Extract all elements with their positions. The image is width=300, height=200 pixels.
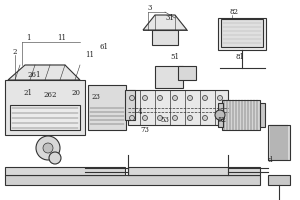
Text: 11: 11	[85, 51, 94, 59]
FancyBboxPatch shape	[218, 18, 266, 50]
Text: 4: 4	[138, 108, 142, 116]
FancyBboxPatch shape	[88, 85, 126, 130]
Text: 20: 20	[71, 89, 80, 97]
Text: 1: 1	[26, 34, 30, 42]
Text: 81: 81	[236, 53, 244, 61]
Circle shape	[36, 136, 60, 160]
FancyBboxPatch shape	[268, 175, 290, 185]
FancyBboxPatch shape	[155, 66, 183, 88]
FancyBboxPatch shape	[152, 30, 178, 45]
FancyBboxPatch shape	[221, 19, 263, 47]
Text: 73: 73	[141, 126, 149, 134]
FancyBboxPatch shape	[5, 175, 260, 185]
Text: 2: 2	[13, 48, 17, 56]
Polygon shape	[143, 15, 187, 30]
Circle shape	[130, 116, 134, 120]
Circle shape	[172, 116, 178, 120]
Text: 82: 82	[230, 8, 238, 16]
Circle shape	[188, 96, 193, 100]
FancyBboxPatch shape	[178, 66, 196, 80]
Text: 261: 261	[27, 71, 41, 79]
FancyBboxPatch shape	[5, 80, 85, 135]
Text: 53: 53	[160, 116, 169, 124]
Circle shape	[49, 152, 61, 164]
FancyBboxPatch shape	[128, 90, 228, 125]
Circle shape	[172, 96, 178, 100]
Circle shape	[202, 116, 208, 120]
Circle shape	[130, 96, 134, 100]
Text: 52: 52	[218, 116, 226, 124]
Text: 11: 11	[58, 34, 67, 42]
Circle shape	[43, 143, 53, 153]
FancyBboxPatch shape	[128, 167, 260, 175]
Circle shape	[142, 116, 148, 120]
FancyBboxPatch shape	[5, 167, 125, 175]
Circle shape	[158, 96, 163, 100]
Text: 51: 51	[170, 53, 179, 61]
FancyBboxPatch shape	[218, 103, 223, 127]
FancyBboxPatch shape	[260, 103, 265, 127]
FancyBboxPatch shape	[10, 105, 80, 130]
Circle shape	[158, 116, 163, 120]
FancyBboxPatch shape	[268, 125, 290, 160]
FancyBboxPatch shape	[222, 100, 260, 130]
Circle shape	[215, 110, 225, 120]
Polygon shape	[8, 65, 80, 80]
Text: 21: 21	[23, 89, 32, 97]
Text: 31: 31	[166, 14, 174, 22]
Circle shape	[218, 96, 223, 100]
Text: 61: 61	[100, 43, 109, 51]
Text: 3: 3	[148, 4, 152, 12]
Text: d: d	[268, 156, 272, 164]
Text: 262: 262	[43, 91, 57, 99]
FancyBboxPatch shape	[125, 90, 135, 120]
Text: 23: 23	[92, 93, 100, 101]
FancyBboxPatch shape	[25, 65, 65, 78]
Circle shape	[202, 96, 208, 100]
Circle shape	[218, 116, 223, 120]
Circle shape	[188, 116, 193, 120]
Circle shape	[142, 96, 148, 100]
